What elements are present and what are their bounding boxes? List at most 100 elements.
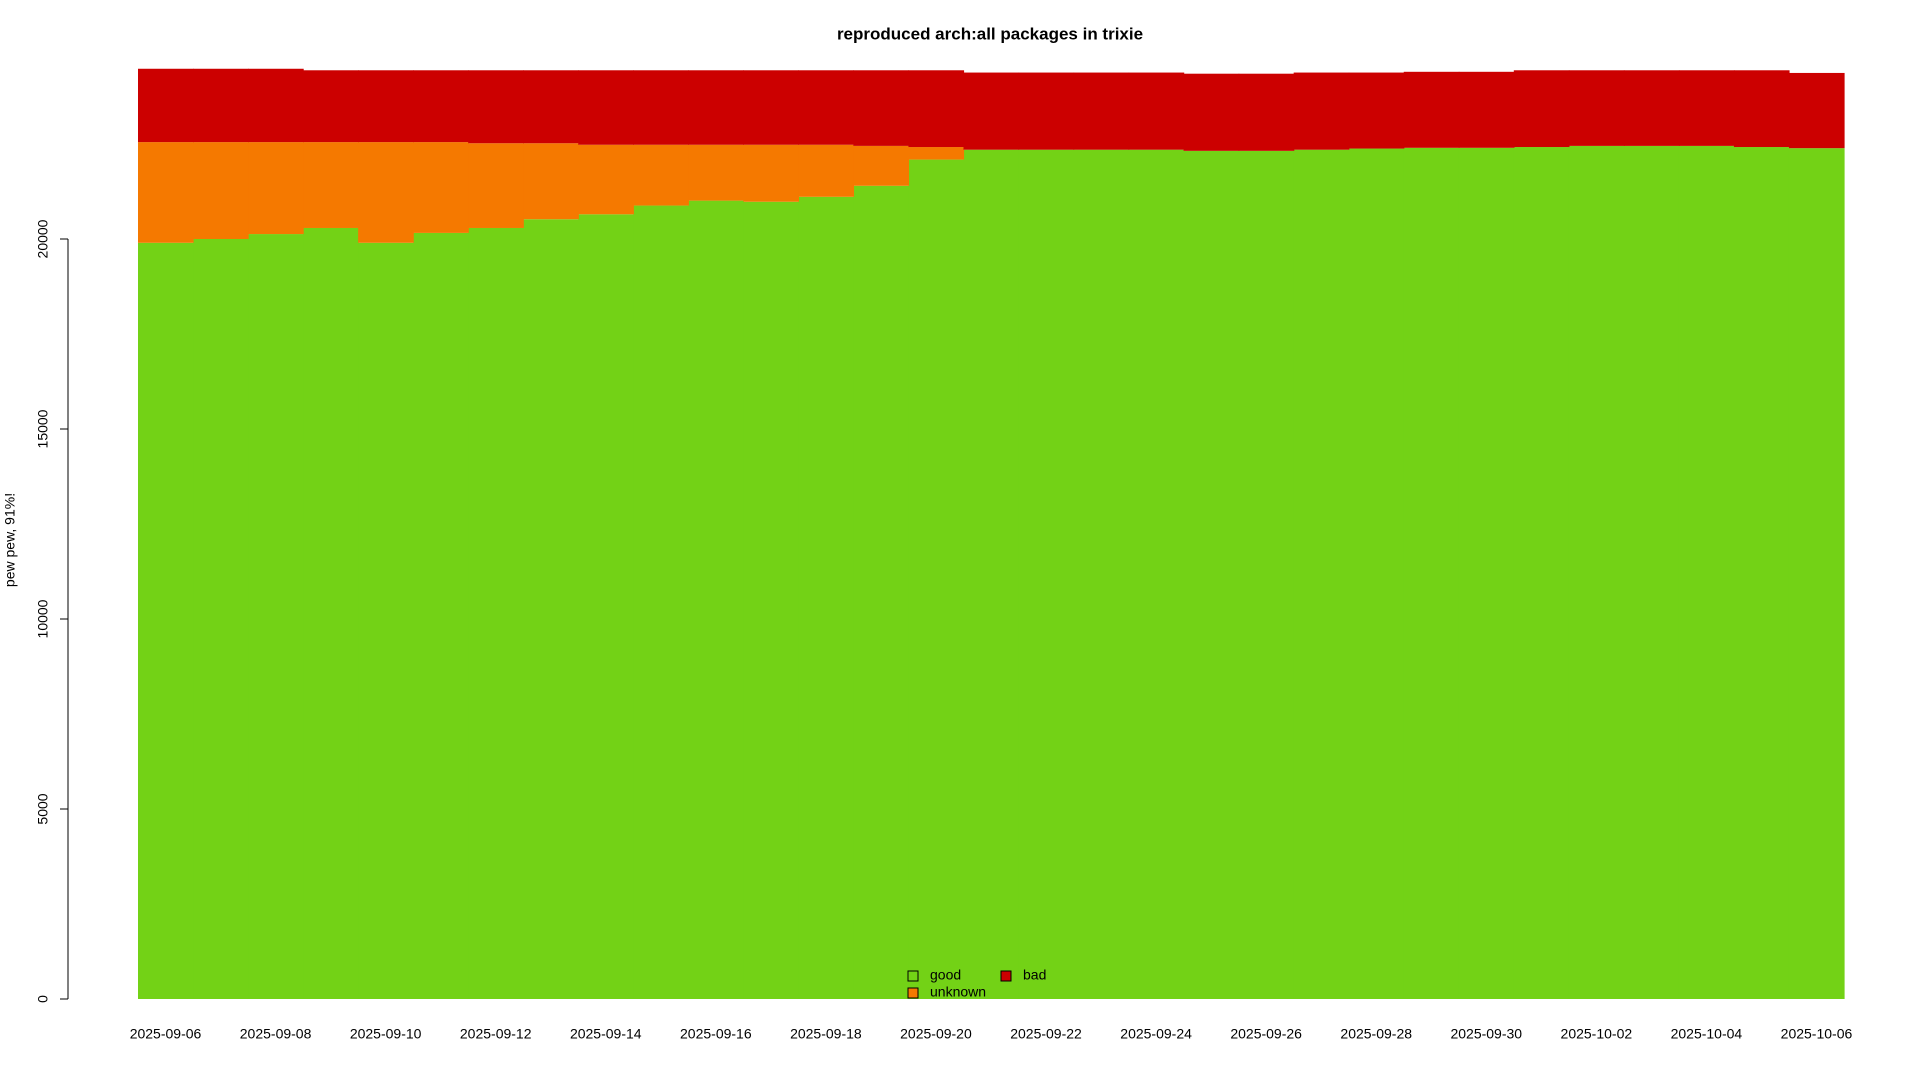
area-step (303, 70, 359, 143)
x-tick-label: 2025-09-14 (570, 1026, 642, 1042)
area-step (358, 70, 414, 143)
area-step (853, 185, 910, 1000)
area-step (358, 142, 414, 243)
x-tick-label: 2025-10-02 (1561, 1026, 1633, 1042)
area-step (523, 219, 579, 1000)
area-step (1348, 148, 1405, 999)
area-step (413, 142, 469, 233)
area-step (1238, 73, 1295, 151)
area-step (1733, 70, 1790, 148)
area-step (138, 242, 194, 1000)
y-tick-label: 5000 (35, 793, 51, 824)
area-step (523, 70, 579, 144)
area-step (303, 227, 359, 1000)
area-step (468, 227, 524, 1000)
area-step (578, 214, 634, 1000)
area-step (578, 70, 634, 145)
area-step (688, 200, 744, 999)
area-step (908, 70, 965, 148)
chart-title: reproduced arch:all packages in trixie (837, 24, 1143, 43)
area-step (578, 144, 634, 215)
area-step (1678, 145, 1735, 999)
area-step (743, 70, 799, 145)
area-step (138, 68, 194, 143)
area-step (1403, 147, 1460, 1000)
legend-label: unknown (930, 984, 986, 1000)
area-step (798, 144, 855, 197)
area-step (523, 143, 579, 220)
legend-swatch (907, 970, 919, 982)
area-step (853, 70, 910, 146)
area-step (1073, 72, 1130, 150)
area-step (1568, 145, 1625, 999)
area-step (1788, 72, 1845, 149)
area-step (248, 68, 304, 143)
legend-swatch (907, 987, 919, 999)
area-step (908, 159, 965, 999)
area-step (1348, 72, 1405, 149)
x-tick-label: 2025-09-22 (1010, 1026, 1082, 1042)
x-tick-label: 2025-09-24 (1120, 1026, 1192, 1042)
area-step (798, 196, 855, 999)
area-step (1403, 71, 1460, 148)
area-step (963, 149, 1020, 999)
area-step (303, 142, 359, 228)
area-step (1293, 72, 1350, 150)
area-step (743, 201, 799, 999)
area-step (1568, 70, 1625, 146)
area-step (1458, 147, 1515, 1000)
area-step (193, 239, 249, 999)
area-step (1623, 145, 1680, 999)
y-axis-label: pew pew, 91%! (2, 493, 18, 587)
x-tick-label: 2025-09-28 (1340, 1026, 1412, 1042)
area-step (1018, 149, 1075, 999)
area-step (633, 70, 689, 145)
area-step (468, 70, 524, 144)
area-step (468, 143, 524, 228)
area-step (798, 70, 855, 145)
x-tick-label: 2025-10-04 (1671, 1026, 1743, 1042)
area-step (358, 242, 414, 1000)
area-step (413, 70, 469, 143)
area-step (633, 205, 689, 999)
y-tick-label: 0 (35, 995, 51, 1003)
area-step (193, 142, 249, 239)
area-step (1073, 149, 1130, 999)
x-tick-label: 2025-09-20 (900, 1026, 972, 1042)
area-step (743, 144, 799, 202)
x-tick-label: 2025-09-12 (460, 1026, 532, 1042)
x-tick-label: 2025-09-30 (1450, 1026, 1522, 1042)
legend-swatch (1000, 970, 1012, 982)
x-tick-label: 2025-09-06 (130, 1026, 202, 1042)
area-step (1018, 72, 1075, 150)
x-tick-label: 2025-09-26 (1230, 1026, 1302, 1042)
area-step (248, 234, 304, 999)
area-step (1238, 150, 1295, 1000)
area-step (193, 68, 249, 143)
area-step (1788, 148, 1845, 999)
area-step (688, 70, 744, 145)
area-step (963, 72, 1020, 150)
legend-label: good (930, 967, 961, 983)
area-step (688, 144, 744, 201)
area-step (853, 145, 910, 186)
area-step (413, 232, 469, 1000)
area-step (1183, 150, 1240, 1000)
x-tick-label: 2025-09-08 (240, 1026, 312, 1042)
area-step (1678, 70, 1735, 146)
area-step (1733, 147, 1790, 1000)
area-step (1458, 71, 1515, 148)
y-tick-label: 15000 (35, 409, 51, 448)
area-step (138, 142, 194, 243)
area-step (633, 144, 689, 206)
area-step (1293, 149, 1350, 999)
area-step (248, 142, 304, 235)
area-step (1513, 147, 1570, 1000)
x-tick-label: 2025-10-06 (1781, 1026, 1853, 1042)
x-tick-label: 2025-09-18 (790, 1026, 862, 1042)
area-step (1128, 72, 1185, 150)
legend-label: bad (1023, 967, 1046, 983)
x-tick-label: 2025-09-16 (680, 1026, 752, 1042)
